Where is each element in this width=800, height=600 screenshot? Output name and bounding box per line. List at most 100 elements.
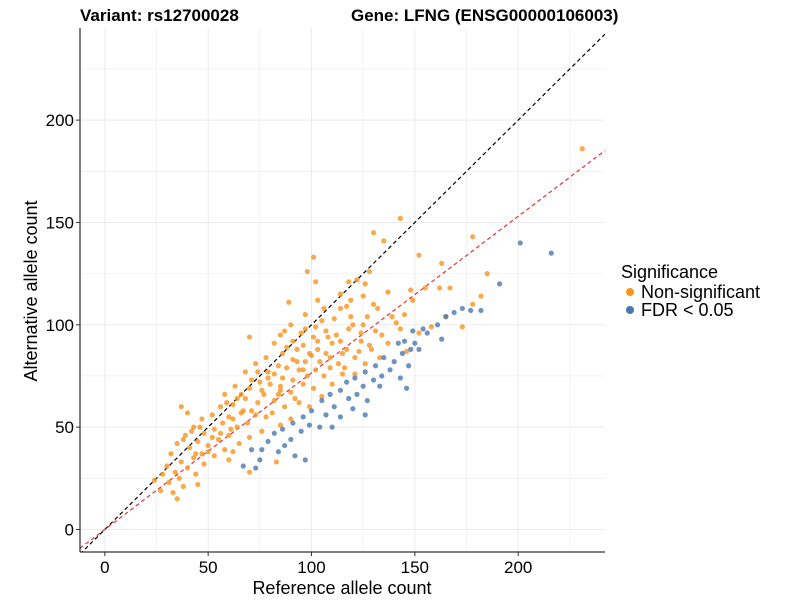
data-point xyxy=(164,463,170,469)
data-point xyxy=(478,307,484,314)
data-points xyxy=(151,146,585,502)
data-point xyxy=(176,475,182,481)
data-point xyxy=(184,410,191,416)
series-non-significant xyxy=(151,146,585,502)
data-point xyxy=(335,361,341,367)
data-point xyxy=(271,430,277,436)
data-point xyxy=(253,361,259,367)
axes xyxy=(79,28,605,553)
data-point xyxy=(399,350,406,357)
data-point xyxy=(344,303,350,309)
data-point xyxy=(317,424,323,430)
data-point xyxy=(261,391,267,397)
data-point xyxy=(271,340,277,346)
data-point xyxy=(470,301,476,307)
data-point xyxy=(226,414,232,420)
data-point xyxy=(315,338,321,344)
data-point xyxy=(443,314,449,320)
data-point xyxy=(300,367,306,373)
data-point xyxy=(408,287,414,293)
data-point xyxy=(253,412,259,418)
data-point xyxy=(389,314,395,320)
data-point xyxy=(195,438,201,445)
data-point xyxy=(248,408,255,414)
data-point xyxy=(313,279,319,285)
data-point xyxy=(385,340,391,346)
data-point xyxy=(184,465,191,471)
data-point xyxy=(222,447,228,453)
data-point xyxy=(362,412,368,418)
data-point xyxy=(337,414,344,420)
data-point xyxy=(290,338,296,344)
data-point xyxy=(195,481,201,488)
data-point xyxy=(437,285,443,291)
data-point xyxy=(180,483,186,490)
data-point xyxy=(352,375,358,381)
data-point xyxy=(151,477,158,483)
data-point xyxy=(298,428,304,434)
data-point xyxy=(364,397,370,404)
data-point xyxy=(290,356,296,363)
data-point xyxy=(346,395,352,402)
data-point xyxy=(403,385,410,391)
data-point xyxy=(246,385,253,391)
data-point xyxy=(292,395,298,402)
data-point xyxy=(337,387,344,393)
data-point xyxy=(406,363,412,369)
data-point xyxy=(416,346,422,352)
data-point xyxy=(304,373,310,379)
data-point xyxy=(172,469,178,475)
data-point xyxy=(294,346,300,352)
data-point xyxy=(315,346,321,352)
data-point xyxy=(393,320,399,326)
data-point xyxy=(484,271,490,277)
data-point xyxy=(370,230,377,236)
data-point xyxy=(224,399,230,406)
data-point xyxy=(408,346,414,352)
data-point xyxy=(416,252,422,258)
data-point xyxy=(242,369,248,375)
data-point xyxy=(284,365,290,371)
data-point xyxy=(300,342,306,348)
y-tick-label: 150 xyxy=(46,213,74,232)
data-point xyxy=(158,487,164,494)
data-point xyxy=(211,453,217,459)
data-point xyxy=(308,408,315,414)
data-point xyxy=(391,359,397,365)
data-point xyxy=(290,420,296,426)
data-point xyxy=(352,354,358,361)
legend-swatch-non-significant xyxy=(626,288,634,296)
data-point xyxy=(257,457,263,463)
data-point xyxy=(360,322,366,328)
reference-lines xyxy=(80,33,605,552)
data-point xyxy=(277,383,284,389)
data-point xyxy=(447,285,453,291)
data-point xyxy=(282,328,288,334)
data-point xyxy=(255,369,261,375)
data-point xyxy=(372,328,379,334)
data-point xyxy=(302,311,308,318)
data-point xyxy=(226,432,232,438)
data-point xyxy=(234,424,240,430)
data-point xyxy=(288,322,294,328)
data-point xyxy=(242,395,248,402)
data-point xyxy=(205,449,211,455)
data-point xyxy=(275,449,282,455)
data-point xyxy=(364,314,370,320)
y-tick-label: 50 xyxy=(55,418,74,437)
data-point xyxy=(370,377,377,383)
data-point xyxy=(478,293,484,299)
data-point xyxy=(352,371,358,377)
data-point xyxy=(265,375,271,381)
data-point xyxy=(337,291,344,297)
legend-swatch-fdr xyxy=(626,306,634,314)
data-point xyxy=(439,260,445,266)
chart-title-variant: Variant: rs12700028 xyxy=(80,6,239,25)
data-point xyxy=(327,354,333,361)
data-point xyxy=(368,346,375,352)
data-point xyxy=(339,350,346,357)
data-point xyxy=(284,344,290,350)
data-point xyxy=(279,350,286,357)
data-point xyxy=(215,436,222,443)
data-point xyxy=(403,348,410,355)
